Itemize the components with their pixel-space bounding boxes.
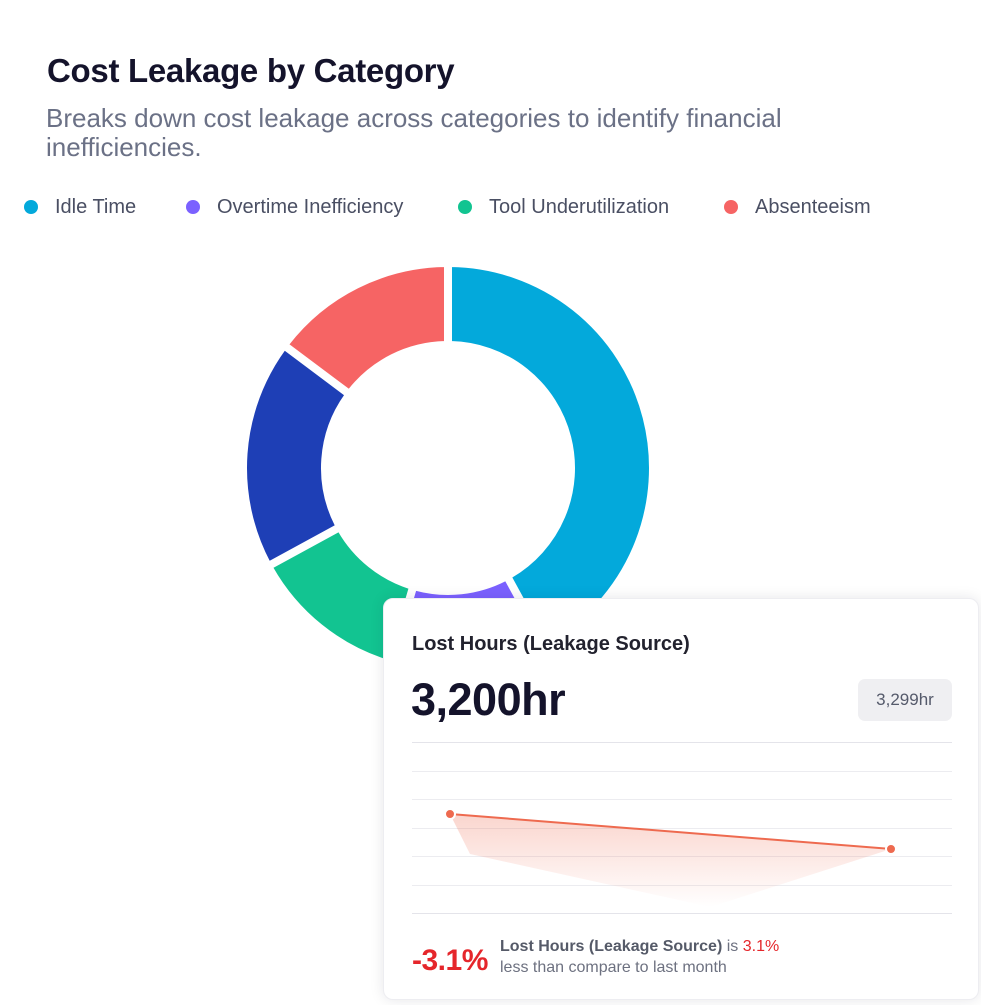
change-description: Lost Hours (Leakage Source) is 3.1% less… [500,936,940,978]
legend-label: Absenteeism [755,195,871,218]
legend-label: Tool Underutilization [489,195,670,218]
trend-sparkline [412,742,952,914]
donut-slice-idle-time[interactable] [450,265,651,645]
donut-slice-tool-underutilization[interactable] [271,530,411,662]
change-percent: -3.1% [412,944,488,977]
legend-dot-absenteeism [724,200,738,214]
legend-item-tool-underutilization[interactable]: Tool Underutilization [458,193,669,221]
legend-dot-idle-time [24,200,38,214]
description-is: is [726,938,739,955]
description-percent: 3.1% [742,938,780,955]
legend-label: Idle Time [55,195,137,218]
trend-point[interactable] [444,808,456,820]
chart-title: Cost Leakage by Category [47,52,455,89]
lost-hours-card: Lost Hours (Leakage Source) 3,200hr 3,29… [383,598,979,1000]
donut-slice-absenteeism[interactable] [287,265,446,392]
trend-point[interactable] [885,843,897,855]
legend-item-overtime-inefficiency[interactable]: Overtime Inefficiency [186,193,403,221]
legend-item-idle-time[interactable]: Idle Time [24,193,136,221]
legend-dot-overtime-inefficiency [186,200,200,214]
chart-subtitle: Breaks down cost leakage across categori… [46,103,782,162]
previous-value-badge: 3,299hr [858,679,952,721]
trend-line [449,813,892,850]
legend-dot-tool-underutilization [458,200,472,214]
description-metric: Lost Hours (Leakage Source) [500,938,723,955]
donut-slice-unlabeled[interactable] [245,348,347,564]
trend-area [450,814,891,907]
legend-label: Overtime Inefficiency [217,195,404,218]
card-title: Lost Hours (Leakage Source) [412,633,690,655]
description-rest: less than compare to last month [500,959,727,976]
card-value: 3,200hr [411,674,566,725]
legend-item-absenteeism[interactable]: Absenteeism [724,193,871,221]
chart-legend: Idle Time Overtime Inefficiency Tool Und… [24,193,954,221]
